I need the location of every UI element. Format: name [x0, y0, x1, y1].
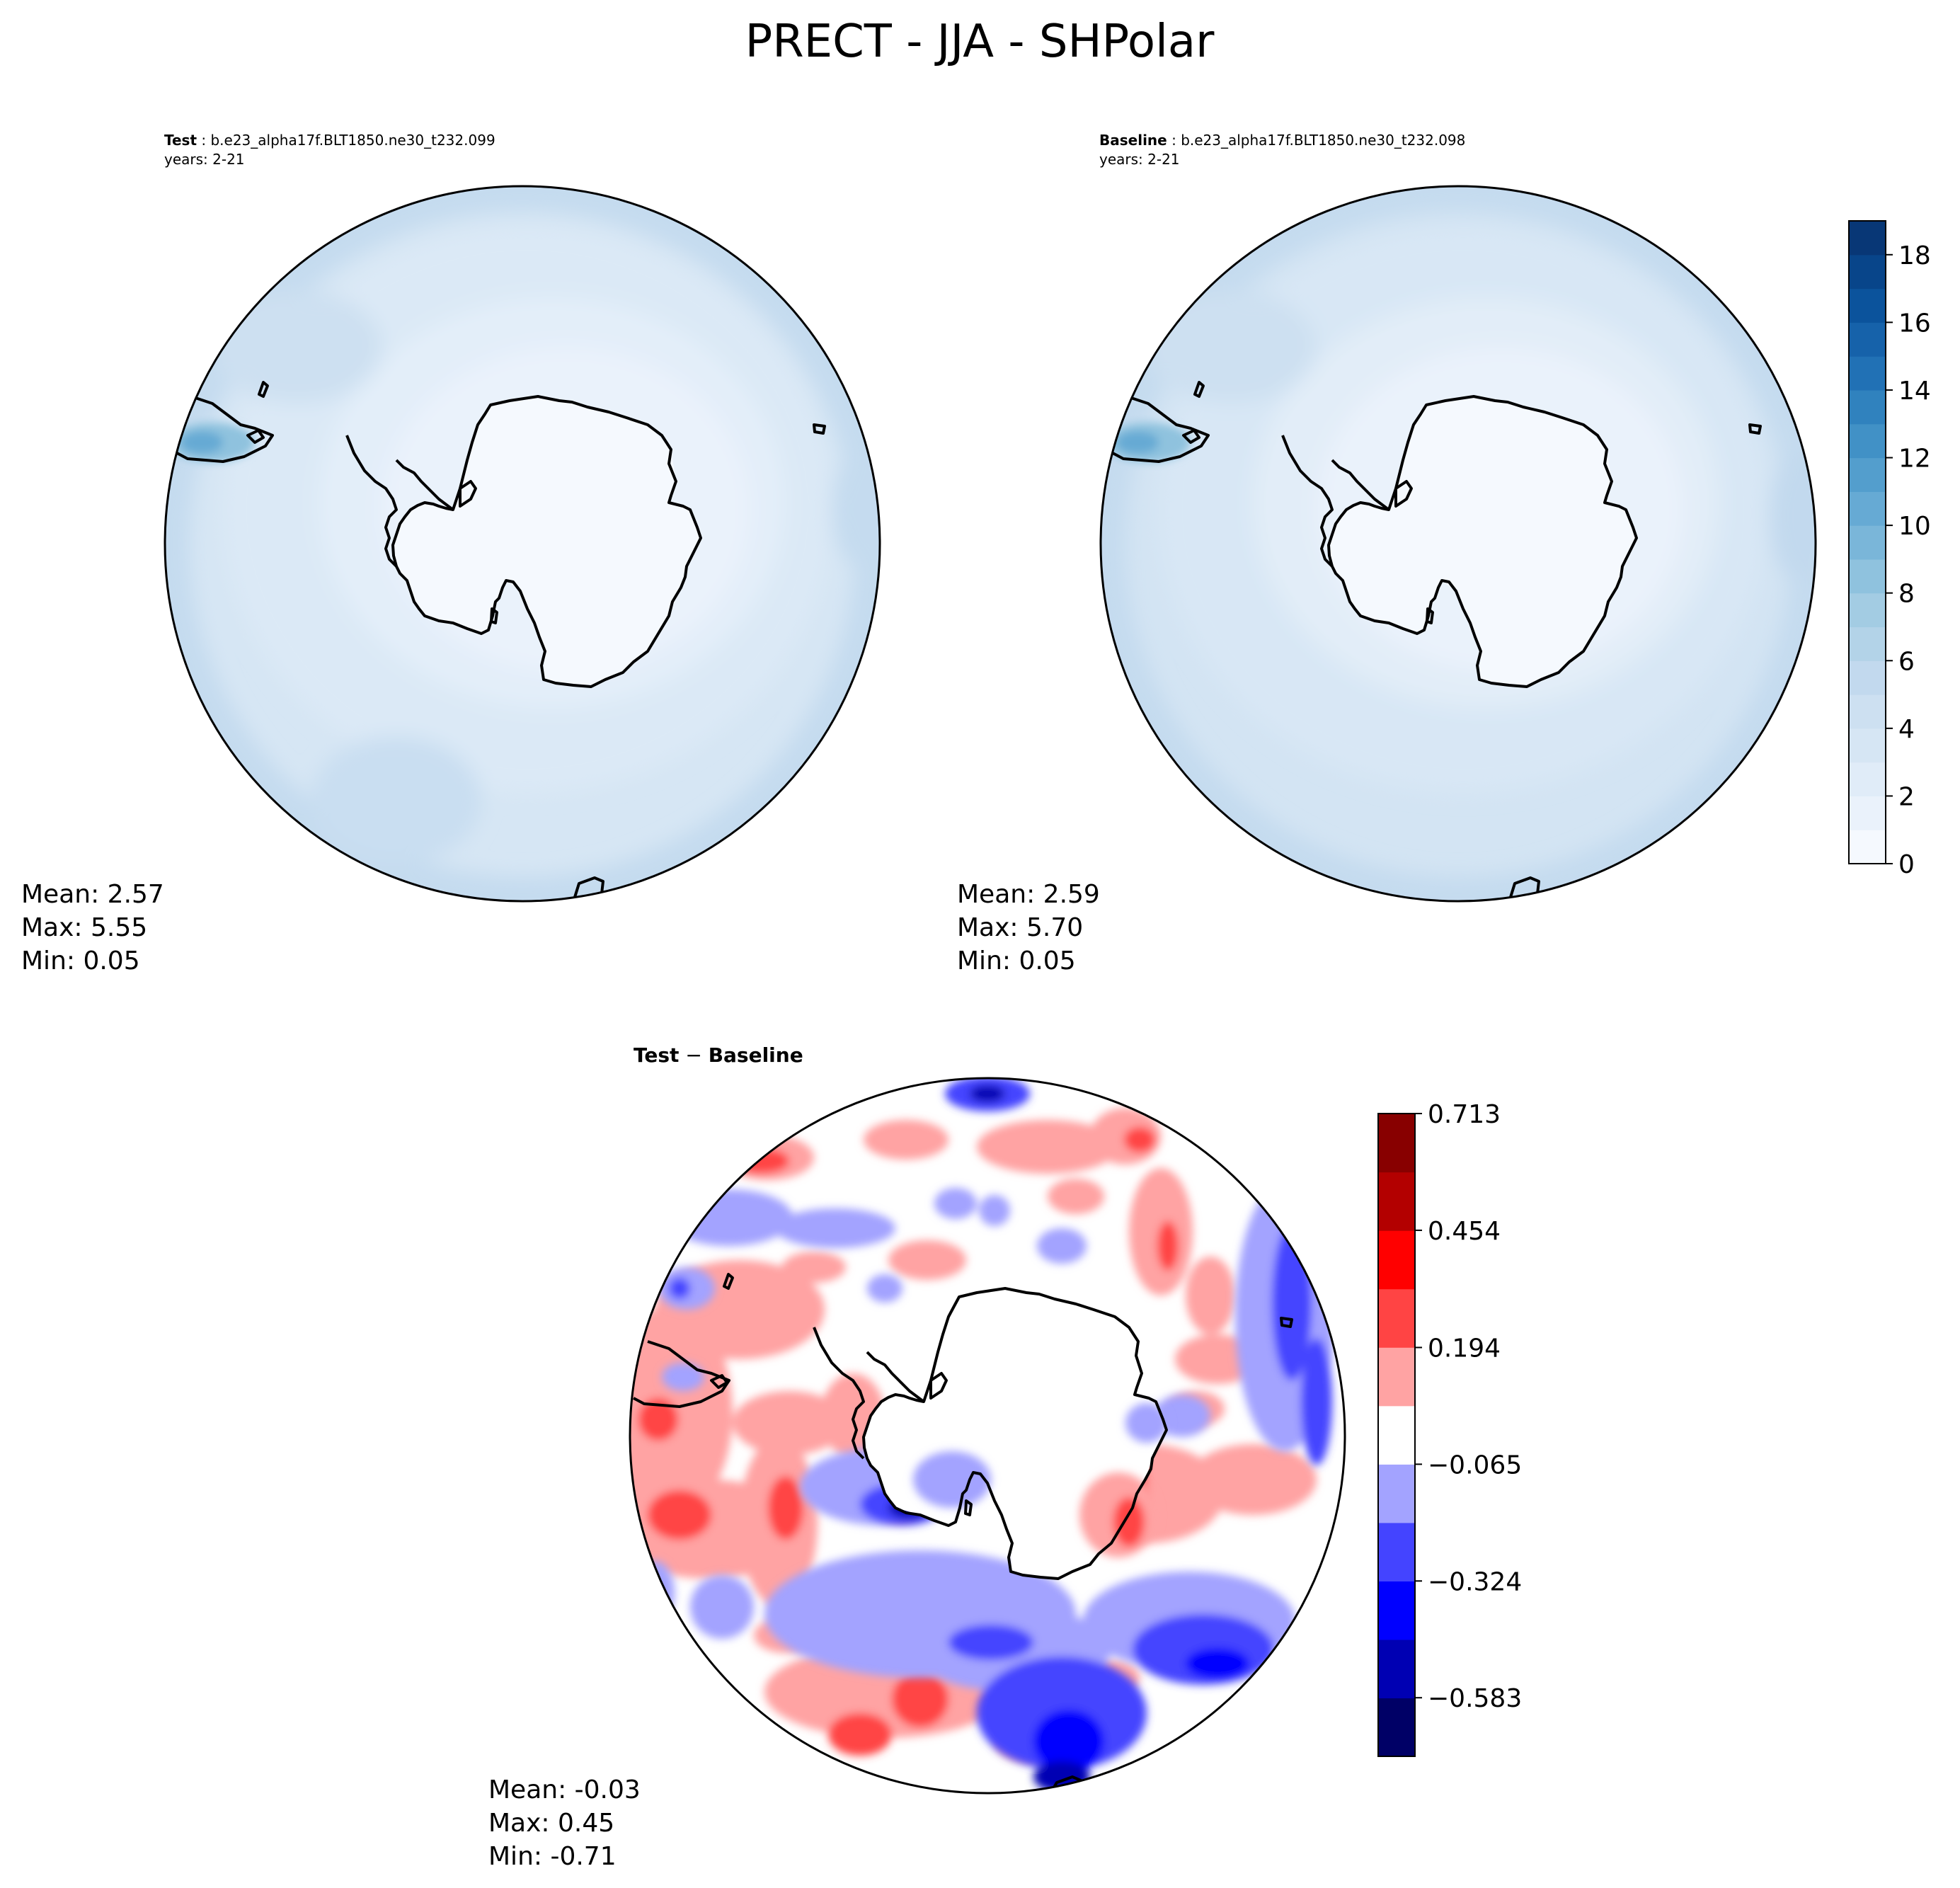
precip-colorbar-swatch — [1849, 660, 1886, 695]
precip-colorbar-swatch — [1849, 389, 1886, 425]
precip-colorbar-swatch — [1849, 322, 1886, 357]
precip-colorbar-tick-label: 4 — [1898, 715, 1915, 744]
diff-title-operator: − — [679, 1043, 708, 1067]
precip-colorbar-swatch — [1849, 356, 1886, 391]
diff-colorbar-tick-label: −0.324 — [1428, 1567, 1522, 1596]
test-south-patch — [311, 736, 481, 864]
baseline-panel: Baseline : b.e23_alpha17f.BLT1850.ne30_t… — [957, 132, 1817, 976]
precip-colorbar-tick-label: 2 — [1898, 782, 1915, 811]
precip-colorbar-swatch — [1849, 288, 1886, 323]
test-mean: Mean: 2.57 — [21, 880, 164, 909]
diff-map — [630, 1078, 1345, 1793]
baseline-map-boundary — [1099, 185, 1817, 903]
baseline-map — [1101, 186, 1816, 901]
baseline-northwest-patch — [1147, 290, 1317, 404]
test-years: years: 2-21 — [164, 151, 245, 168]
precip-colorbar: 0 2 4 6 8 10 12 14 16 18 — [1848, 220, 1931, 879]
test-map-boundary — [164, 185, 881, 903]
diff-coastlines — [633, 1273, 1293, 1793]
baseline-max-patch-core — [1116, 431, 1159, 454]
precip-colorbar-tick-label: 14 — [1898, 377, 1931, 406]
precip-colorbar-swatch — [1849, 457, 1886, 492]
test-max: Max: 5.55 — [21, 913, 147, 942]
diff-title-baseline: Baseline — [709, 1043, 803, 1067]
precip-colorbar-frame — [1848, 220, 1886, 864]
baseline-max: Max: 5.70 — [957, 913, 1083, 942]
diff-min: Min: -0.71 — [488, 1842, 617, 1871]
diff-colorbar-tick-label: 0.194 — [1428, 1334, 1501, 1363]
precip-colorbar-swatch — [1849, 728, 1886, 763]
diff-colorbar-tick-label: 0.454 — [1428, 1217, 1501, 1246]
baseline-label: Baseline — [1099, 132, 1167, 149]
precip-colorbar-tick-label: 16 — [1898, 309, 1931, 338]
diff-max: Max: 0.45 — [488, 1809, 614, 1838]
baseline-east-patch — [1770, 453, 1816, 580]
diff-colorbar-swatch — [1378, 1172, 1415, 1231]
diff-colorbar: −0.583 −0.324 −0.065 0.194 0.454 0.713 — [1377, 1100, 1522, 1757]
diff-colorbar-swatch — [1378, 1288, 1415, 1348]
diff-colorbar-swatch — [1378, 1464, 1415, 1523]
baseline-antarctica-interior — [1329, 396, 1637, 687]
precip-colorbar-tick-label: 8 — [1898, 580, 1915, 609]
diff-colorbar-swatch — [1378, 1347, 1415, 1407]
precip-colorbar-swatch — [1849, 423, 1886, 459]
precip-colorbar-swatch — [1849, 559, 1886, 594]
diff-colorbar-swatch — [1378, 1114, 1415, 1173]
diff-panel: Test − Baseline — [488, 1043, 1346, 1871]
diff-colorbar-swatch — [1378, 1405, 1415, 1465]
baseline-coastlines — [1112, 381, 1762, 901]
precip-colorbar-tick-label: 10 — [1898, 512, 1931, 541]
diff-colorbar-swatch — [1378, 1698, 1415, 1757]
diff-mean: Mean: -0.03 — [488, 1775, 641, 1804]
test-label: Test — [164, 132, 197, 149]
diff-colorbar-tick-label: 0.713 — [1428, 1100, 1501, 1129]
diff-colorbar-swatch — [1378, 1639, 1415, 1699]
diff-colorbar-tick-label: −0.065 — [1428, 1451, 1522, 1480]
test-antarctica-interior — [393, 396, 701, 687]
baseline-mean: Mean: 2.59 — [957, 880, 1100, 909]
test-coastlines — [176, 381, 826, 901]
diff-positive-anomalies — [630, 1108, 1317, 1763]
diff-map-boundary — [629, 1077, 1346, 1795]
diff-colorbar-tick-label: −0.583 — [1428, 1684, 1522, 1713]
test-max-patch-core — [180, 431, 223, 454]
diff-title-test: Test — [634, 1043, 679, 1067]
test-panel-title: Test : b.e23_alpha17f.BLT1850.ne30_t232.… — [164, 132, 495, 149]
precip-colorbar-tick-label: 6 — [1898, 647, 1915, 676]
precip-colorbar-swatch — [1849, 491, 1886, 526]
test-min: Min: 0.05 — [21, 946, 140, 976]
precip-colorbar-swatch — [1849, 593, 1886, 628]
precip-colorbar-swatch — [1849, 694, 1886, 729]
baseline-years: years: 2-21 — [1099, 151, 1180, 168]
precip-colorbar-swatch — [1849, 254, 1886, 290]
baseline-min: Min: 0.05 — [957, 946, 1076, 976]
test-case-name: : b.e23_alpha17f.BLT1850.ne30_t232.099 — [197, 132, 495, 149]
precip-colorbar-tick-label: 12 — [1898, 445, 1931, 474]
precip-colorbar-swatch — [1849, 627, 1886, 661]
diff-panel-title: Test − Baseline — [634, 1043, 803, 1067]
baseline-case-name: : b.e23_alpha17f.BLT1850.ne30_t232.098 — [1167, 132, 1466, 149]
diff-colorbar-frame — [1377, 1113, 1416, 1757]
precip-colorbar-tick-label: 0 — [1898, 850, 1915, 879]
figure-title: PRECT - JJA - SHPolar — [745, 16, 1215, 68]
precip-colorbar-tick-label: 18 — [1898, 241, 1931, 270]
diff-colorbar-swatch — [1378, 1581, 1415, 1640]
baseline-panel-title: Baseline : b.e23_alpha17f.BLT1850.ne30_t… — [1099, 132, 1465, 149]
test-northwest-patch — [212, 290, 382, 404]
precip-colorbar-swatch — [1849, 525, 1886, 560]
diff-colorbar-swatch — [1378, 1230, 1415, 1290]
test-map — [165, 186, 880, 901]
precip-colorbar-swatch — [1849, 762, 1886, 797]
precip-colorbar-swatch — [1849, 830, 1886, 864]
precip-colorbar-swatch — [1849, 221, 1886, 256]
diff-negative-anomalies — [635, 1078, 1334, 1792]
test-panel: Test : b.e23_alpha17f.BLT1850.ne30_t232.… — [21, 132, 881, 976]
diff-colorbar-swatch — [1378, 1522, 1415, 1581]
precip-colorbar-swatch — [1849, 796, 1886, 830]
